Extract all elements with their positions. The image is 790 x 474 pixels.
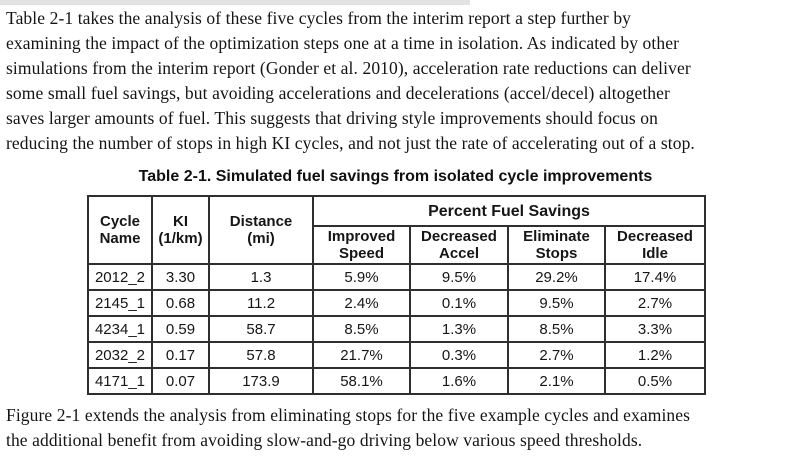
table-cell: 173.9: [208, 367, 314, 395]
col-header-decreased-idle: Decreased Idle: [604, 225, 706, 265]
table-row: 4171_1 0.07 173.9 58.1% 1.6% 2.1% 0.5%: [87, 367, 706, 395]
col-header-improved-speed: Improved Speed: [312, 225, 411, 265]
closing-paragraph: Figure 2-1 extends the analysis from eli…: [6, 405, 691, 450]
scan-artifact-strip: [0, 0, 470, 5]
table-cell: 58.1%: [312, 367, 411, 395]
table-cell: 4234_1: [87, 315, 153, 343]
col-header-distance: Distance (mi): [208, 195, 314, 265]
table-body: 2012_2 3.30 1.3 5.9% 9.5% 29.2% 17.4% 2145_1 0.6…: [87, 263, 706, 395]
table-cell: 0.1%: [409, 289, 509, 317]
table-cell: 2.7%: [507, 341, 606, 369]
table-cell: 8.5%: [312, 315, 411, 343]
table-cell: 21.7%: [312, 341, 411, 369]
table-cell: 9.5%: [409, 263, 509, 291]
table-cell: 3.30: [151, 263, 210, 291]
table-title: Table 2-1. Simulated fuel savings from i…: [138, 168, 653, 185]
table-cell: 1.2%: [604, 341, 706, 369]
table-cell: 0.17: [151, 341, 210, 369]
table-cell: 8.5%: [507, 315, 606, 343]
table-cell: 29.2%: [507, 263, 606, 291]
table-header-row-1: Cycle Name KI (1/km) Distance (mi) Perce…: [87, 195, 706, 265]
table-row: 2032_2 0.17 57.8 21.7% 0.3% 2.7% 1.2%: [87, 341, 706, 369]
table-cell: 2145_1: [87, 289, 153, 317]
table-cell: 0.68: [151, 289, 210, 317]
table-cell: 17.4%: [604, 263, 706, 291]
table-cell: 9.5%: [507, 289, 606, 317]
table-cell: 5.9%: [312, 263, 411, 291]
table-header-row-2: Improved Speed Decreased Accel Eliminate…: [88, 225, 706, 265]
table-cell: 2012_2: [87, 263, 153, 291]
intro-paragraph: Table 2-1 takes the analysis of these fi…: [6, 8, 695, 153]
table-row: 2012_2 3.30 1.3 5.9% 9.5% 29.2% 17.4%: [87, 263, 706, 291]
table-cell: 1.3: [208, 263, 314, 291]
table-cell: 1.3%: [409, 315, 509, 343]
table-row: 4234_1 0.59 58.7 8.5% 1.3% 8.5% 3.3%: [87, 315, 706, 343]
table-cell: 2032_2: [87, 341, 153, 369]
col-header-ki: KI (1/km): [151, 195, 210, 265]
table-cell: 2.7%: [604, 289, 706, 317]
table-cell: 0.3%: [409, 341, 509, 369]
table-cell: 2.1%: [507, 367, 606, 395]
table-cell: 57.8: [208, 341, 314, 369]
col-group-header-percent-fuel-savings: Percent Fuel Savings: [312, 195, 706, 227]
table-cell: 0.07: [151, 367, 210, 395]
col-header-cycle-name: Cycle Name: [87, 195, 153, 265]
fuel-savings-table: Cycle Name KI (1/km) Distance (mi) Perce…: [87, 195, 706, 395]
table-cell: 0.59: [151, 315, 210, 343]
col-header-decreased-accel: Decreased Accel: [409, 225, 509, 265]
table-cell: 0.5%: [604, 367, 706, 395]
table-cell: 11.2: [208, 289, 314, 317]
table-cell: 1.6%: [409, 367, 509, 395]
col-header-eliminate-stops: Eliminate Stops: [507, 225, 606, 265]
table-row: 2145_1 0.68 11.2 2.4% 0.1% 9.5% 2.7%: [87, 289, 706, 317]
table-cell: 4171_1: [87, 367, 153, 395]
table-cell: 58.7: [208, 315, 314, 343]
table-cell: 3.3%: [604, 315, 706, 343]
table-cell: 2.4%: [312, 289, 411, 317]
